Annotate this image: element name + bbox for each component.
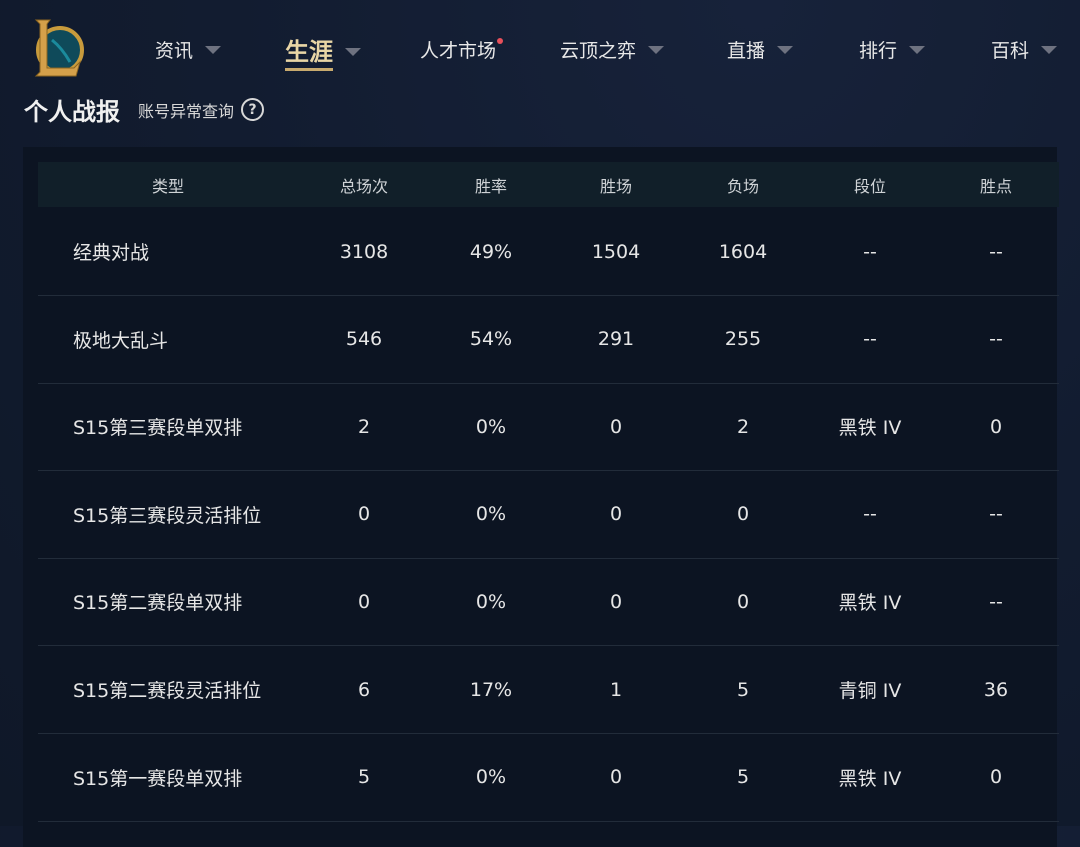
table-cell: 0 [357,590,371,613]
nav-item-5[interactable]: 排行 [859,36,926,63]
table-cell: 经典对战 [73,242,150,264]
table-cell: 0 [609,503,623,526]
table-cell: 49% [469,240,513,263]
table-cell: S15第二赛段单双排 [73,592,243,615]
table-cell: 2 [357,415,371,438]
table-cell: 极地大乱斗 [73,329,169,352]
table-header: 类型 总场次 胜率 胜场 负场 段位 胜点 [38,162,1059,207]
nav-label: 人才市场 [420,36,504,63]
stats-table: 类型 总场次 胜率 胜场 负场 段位 胜点 经典对战 3108 49% 1504 1604 -- -- 极… [23,147,1059,847]
nav-label: 云顶之弈 [560,40,637,62]
table-cell: S15第二赛段灵活排位 [73,680,262,702]
column-header: 胜点 [979,176,1013,196]
table-cell: S15第三赛段单双排 [73,417,243,440]
chevron-down-icon[interactable] [345,47,361,56]
table-cell: 6 [357,678,371,701]
table-cell: 546 [345,328,383,351]
table-cell: -- [989,590,1003,613]
table-row: S15第一赛段单双排 5 0% 0 5 黑铁 IV 0 [38,734,1059,822]
table-cell: 1 [609,678,623,701]
chevron-down-icon[interactable] [909,45,926,54]
table-cell: 2 [736,415,750,438]
table-cell: 0 [736,503,750,526]
table-cell: 36 [983,678,1009,701]
table-cell: 0% [475,590,507,613]
account-anomaly-link[interactable]: 账号异常查询 [138,101,235,121]
table-cell: 54% [469,328,513,351]
table-cell: 0 [609,590,623,613]
table-cell: 0 [989,415,1003,438]
table-cell: -- [989,240,1003,263]
table-cell: 0 [736,590,750,613]
table-row: S15第二赛段灵活排位 6 17% 1 5 青铜 IV 36 [38,646,1059,734]
table-cell: 17% [469,678,513,701]
nav-label: 直播 [727,40,766,62]
column-header: 总场次 [339,176,389,196]
table-cell: 0 [989,766,1003,789]
table-row: S15第三赛段单双排 2 0% 0 2 黑铁 IV 0 [38,383,1059,472]
nav-label: 生涯 [285,32,333,71]
table-cell: -- [863,240,877,263]
table-row: 经典对战 3108 49% 1504 1604 -- -- [38,208,1059,296]
table-cell: 0% [475,766,507,789]
table-cell: 1504 [591,240,641,263]
page-title: 个人战报 [24,98,120,126]
table-cell: 3108 [339,240,389,263]
table-cell: 5 [357,766,371,789]
chevron-down-icon[interactable] [648,45,665,54]
table-cell: -- [989,328,1003,351]
table-cell: -- [863,328,877,351]
table-cell: -- [863,503,877,526]
table-cell: 0 [357,503,371,526]
table-cell: 0 [609,415,623,438]
column-header: 负场 [726,176,760,196]
column-header: 段位 [853,176,887,196]
nav-item-0[interactable]: 资讯 [155,36,222,63]
help-icon[interactable]: ? [241,98,265,121]
table-cell: S15第一赛段单双排 [73,767,243,790]
column-header: 类型 [151,176,185,196]
table-row: S15第二赛段单双排 0 0% 0 0 黑铁 IV -- [38,558,1059,647]
table-cell: 0% [475,503,507,526]
table-cell: 黑铁 IV [838,767,902,790]
nav-item-4[interactable]: 直播 [727,36,794,63]
table-row: S15第三赛段灵活排位 0 0% 0 0 -- -- [38,471,1059,559]
table-cell: 5 [736,678,750,701]
table-cell: 5 [736,766,750,789]
table-cell: 青铜 IV [838,680,902,702]
nav-label: 资讯 [155,40,194,62]
nav-label: 排行 [859,40,898,62]
notification-dot-icon [497,38,504,44]
table-cell: 1604 [718,240,768,263]
table-cell: -- [989,503,1003,526]
chevron-down-icon[interactable] [777,45,794,54]
table-cell: S15第三赛段灵活排位 [73,504,262,527]
nav-item-2[interactable]: 人才市场 [420,36,504,63]
table-row: 极地大乱斗 546 54% 291 255 -- -- [38,296,1059,384]
table-cell: 黑铁 IV [838,592,902,615]
column-header: 胜场 [599,176,633,196]
table-cell: 255 [724,328,762,351]
column-header: 胜率 [474,176,508,196]
chevron-down-icon[interactable] [205,45,222,54]
nav-item-1[interactable]: 生涯 [285,32,361,71]
page-header: 个人战报 账号异常查询 ? [24,92,265,127]
table-cell: 0% [475,415,507,438]
table-cell: 黑铁 IV [838,417,902,440]
nav-item-6[interactable]: 百科 [991,36,1058,63]
chevron-down-icon[interactable] [1041,45,1058,54]
lol-logo[interactable] [30,18,86,80]
table-cell: 291 [597,328,635,351]
nav-item-3[interactable]: 云顶之弈 [560,36,665,63]
nav-label: 百科 [991,40,1030,62]
table-cell: 0 [609,766,623,789]
